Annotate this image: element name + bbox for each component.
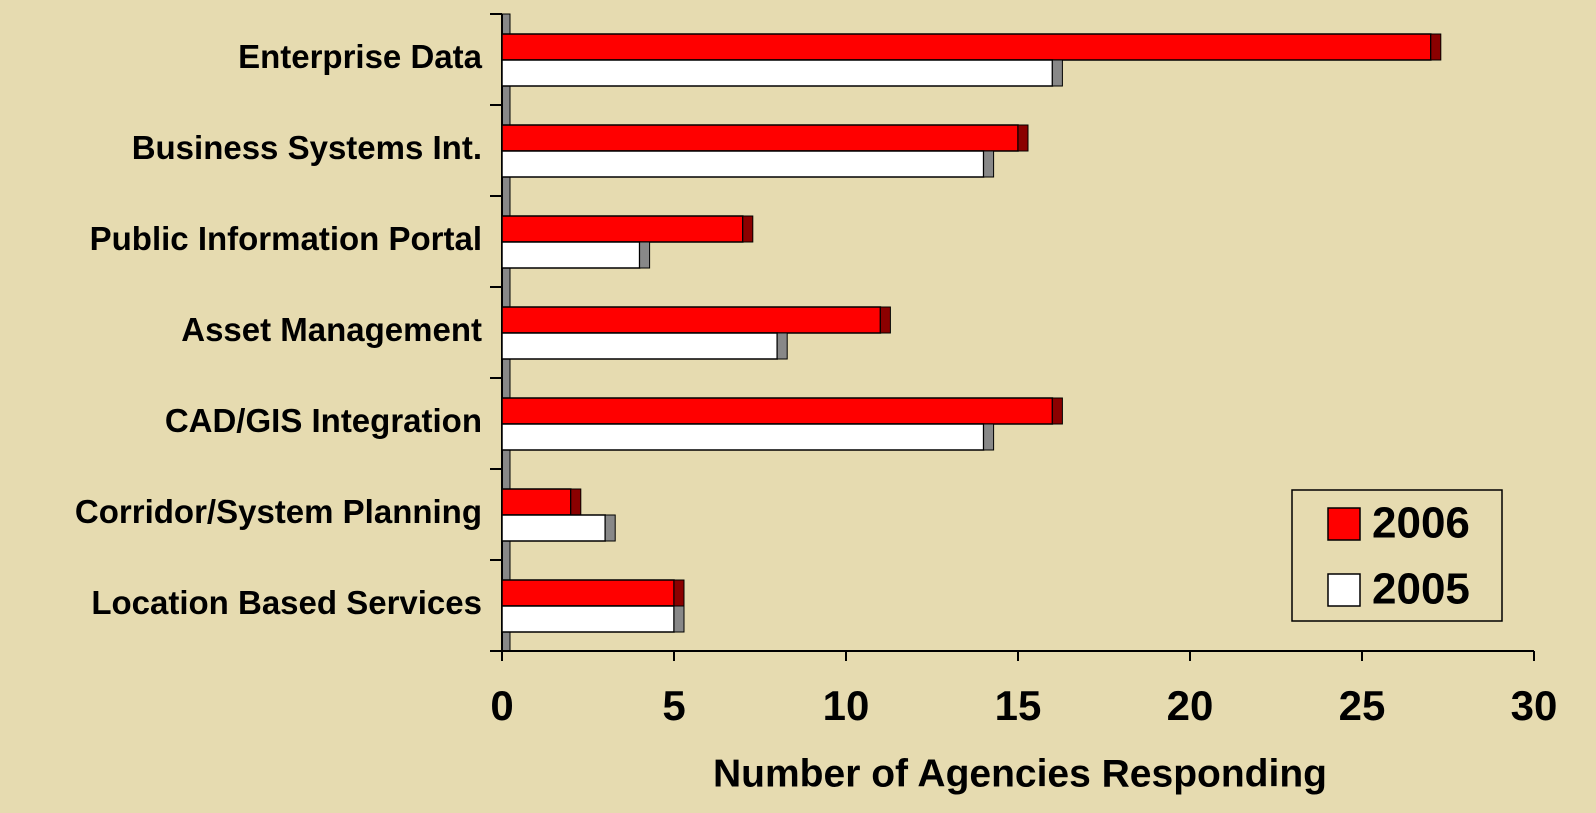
bar [501, 241, 641, 269]
bar-depth [1430, 33, 1442, 61]
category-label: Public Information Portal [90, 220, 482, 257]
bar [501, 488, 572, 516]
category-label: Enterprise Data [238, 38, 483, 75]
bar [501, 59, 1054, 87]
bar [501, 397, 1054, 425]
legend-box [1291, 489, 1503, 622]
bar-depth [879, 306, 891, 334]
x-tick-label: 20 [1167, 682, 1214, 729]
bar-depth [742, 215, 754, 243]
bar-depth [604, 514, 616, 542]
legend-label: 2006 [1372, 499, 1470, 548]
legend-label: 2005 [1372, 565, 1470, 614]
x-tick-label: 0 [490, 682, 513, 729]
x-tick-label: 30 [1511, 682, 1558, 729]
bar-depth [673, 605, 685, 633]
bar-depth [639, 241, 651, 269]
x-tick-label: 5 [662, 682, 685, 729]
bar-depth [1017, 124, 1029, 152]
bar-depth [776, 332, 788, 360]
bar [501, 306, 882, 334]
category-label: Corridor/System Planning [75, 493, 482, 530]
bar-depth [983, 150, 995, 178]
category-label: CAD/GIS Integration [165, 402, 482, 439]
bar-depth [570, 488, 582, 516]
bar [501, 423, 985, 451]
bar-depth [1051, 59, 1063, 87]
bar [501, 33, 1432, 61]
x-tick-label: 25 [1339, 682, 1386, 729]
legend-swatch [1327, 573, 1361, 607]
bar [501, 605, 675, 633]
bar [501, 215, 744, 243]
bar [501, 150, 985, 178]
bar-depth [673, 579, 685, 607]
x-axis-title: Number of Agencies Responding [713, 752, 1327, 795]
category-label: Asset Management [181, 311, 482, 348]
x-tick-label: 10 [823, 682, 870, 729]
category-label: Business Systems Int. [132, 129, 482, 166]
bar [501, 332, 778, 360]
legend-swatch [1327, 507, 1361, 541]
bar [501, 579, 675, 607]
bar-depth [983, 423, 995, 451]
bar [501, 124, 1019, 152]
bar-depth [1051, 397, 1063, 425]
bar [501, 514, 606, 542]
x-tick-label: 15 [995, 682, 1042, 729]
category-label: Location Based Services [91, 584, 482, 621]
